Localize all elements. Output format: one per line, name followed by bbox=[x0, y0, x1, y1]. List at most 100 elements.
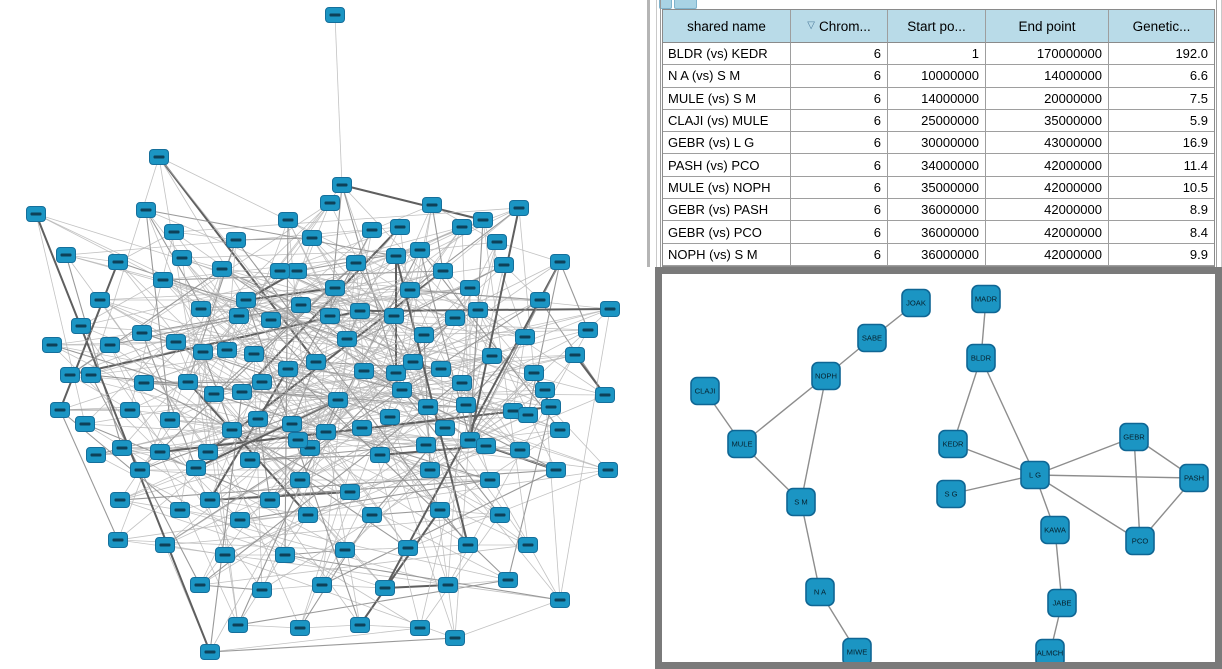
cell-chromosome[interactable]: 6 bbox=[791, 87, 888, 110]
network-node[interactable] bbox=[452, 375, 472, 391]
table-row[interactable]: MULE (vs) S M 6 14000000 20000000 7.5 bbox=[663, 87, 1214, 110]
network-node[interactable] bbox=[236, 292, 256, 308]
network-node[interactable] bbox=[60, 367, 80, 383]
cell-start-position[interactable]: 36000000 bbox=[888, 243, 986, 266]
cell-shared-name[interactable]: GEBR (vs) L G bbox=[663, 132, 791, 155]
network-node[interactable] bbox=[598, 462, 618, 478]
network-node[interactable] bbox=[240, 452, 260, 468]
cell-end-point[interactable]: 42000000 bbox=[986, 176, 1109, 200]
network-node-l-g[interactable]: L G bbox=[1020, 460, 1050, 490]
network-node[interactable] bbox=[565, 347, 585, 363]
table-row[interactable]: NOPH (vs) S M 6 36000000 42000000 9.9 bbox=[663, 243, 1214, 266]
network-node[interactable] bbox=[414, 327, 434, 343]
cell-genetic-distance[interactable]: 9.9 bbox=[1109, 244, 1214, 266]
column-header-chrom[interactable]: ▽ Chrom... bbox=[791, 10, 888, 43]
cell-end-point[interactable]: 42000000 bbox=[986, 243, 1109, 266]
network-node[interactable] bbox=[200, 492, 220, 508]
column-header-start-po[interactable]: Start po... bbox=[888, 10, 986, 43]
network-node[interactable] bbox=[535, 382, 555, 398]
network-node[interactable] bbox=[346, 255, 366, 271]
network-node[interactable] bbox=[178, 374, 198, 390]
cell-end-point[interactable]: 170000000 bbox=[986, 43, 1109, 66]
network-node[interactable] bbox=[275, 547, 295, 563]
network-node[interactable] bbox=[595, 387, 615, 403]
cell-end-point[interactable]: 20000000 bbox=[986, 87, 1109, 110]
network-node[interactable] bbox=[100, 337, 120, 353]
cell-shared-name[interactable]: N A (vs) S M bbox=[663, 65, 791, 88]
cell-chromosome[interactable]: 6 bbox=[791, 65, 888, 88]
table-row[interactable]: GEBR (vs) L G 6 30000000 43000000 16.9 bbox=[663, 132, 1214, 155]
network-node[interactable] bbox=[56, 247, 76, 263]
network-node[interactable] bbox=[390, 219, 410, 235]
network-node[interactable] bbox=[248, 411, 268, 427]
network-node-claji[interactable]: CLAJI bbox=[690, 376, 720, 406]
cell-chromosome[interactable]: 6 bbox=[791, 132, 888, 155]
network-node[interactable] bbox=[108, 532, 128, 548]
network-node[interactable] bbox=[212, 261, 232, 277]
network-node[interactable] bbox=[445, 310, 465, 326]
network-node[interactable] bbox=[350, 303, 370, 319]
network-node-n-a[interactable]: N A bbox=[805, 577, 835, 607]
network-node[interactable] bbox=[375, 580, 395, 596]
network-node[interactable] bbox=[229, 308, 249, 324]
cell-start-position[interactable]: 36000000 bbox=[888, 199, 986, 222]
network-node[interactable] bbox=[600, 301, 620, 317]
network-node[interactable] bbox=[153, 272, 173, 288]
network-node-s-g[interactable]: S G bbox=[936, 479, 966, 509]
network-node[interactable] bbox=[420, 462, 440, 478]
cell-genetic-distance[interactable]: 192.0 bbox=[1109, 43, 1214, 66]
network-node-sabe[interactable]: SABE bbox=[857, 323, 887, 353]
network-node[interactable] bbox=[290, 620, 310, 636]
network-node[interactable] bbox=[400, 282, 420, 298]
network-node-pco[interactable]: PCO bbox=[1125, 526, 1155, 556]
network-node[interactable] bbox=[487, 234, 507, 250]
network-node[interactable] bbox=[278, 361, 298, 377]
network-node[interactable] bbox=[332, 177, 352, 193]
network-node[interactable] bbox=[445, 630, 465, 646]
cell-chromosome[interactable]: 6 bbox=[791, 243, 888, 266]
network-node[interactable] bbox=[438, 577, 458, 593]
cell-shared-name[interactable]: NOPH (vs) S M bbox=[663, 243, 791, 266]
cell-start-position[interactable]: 30000000 bbox=[888, 132, 986, 155]
network-node[interactable] bbox=[460, 280, 480, 296]
network-node-miwe[interactable]: MIWE bbox=[842, 637, 872, 663]
network-node[interactable] bbox=[550, 254, 570, 270]
column-header-shared-name[interactable]: shared name bbox=[663, 10, 791, 43]
network-node[interactable] bbox=[530, 292, 550, 308]
cell-chromosome[interactable]: 6 bbox=[791, 199, 888, 222]
network-node[interactable] bbox=[410, 242, 430, 258]
network-node[interactable] bbox=[515, 329, 535, 345]
cell-end-point[interactable]: 42000000 bbox=[986, 154, 1109, 177]
filter-icon[interactable]: ▽ bbox=[807, 19, 815, 31]
network-node[interactable] bbox=[71, 318, 91, 334]
network-node[interactable] bbox=[320, 195, 340, 211]
network-node[interactable] bbox=[244, 346, 264, 362]
network-node[interactable] bbox=[550, 592, 570, 608]
network-node[interactable] bbox=[362, 507, 382, 523]
cell-shared-name[interactable]: CLAJI (vs) MULE bbox=[663, 109, 791, 133]
network-node[interactable] bbox=[430, 502, 450, 518]
network-node[interactable] bbox=[42, 337, 62, 353]
cell-shared-name[interactable]: MULE (vs) NOPH bbox=[663, 176, 791, 200]
cell-start-position[interactable]: 36000000 bbox=[888, 221, 986, 244]
network-node[interactable] bbox=[90, 292, 110, 308]
network-node[interactable] bbox=[261, 312, 281, 328]
cell-genetic-distance[interactable]: 5.9 bbox=[1109, 110, 1214, 133]
network-node[interactable] bbox=[232, 384, 252, 400]
network-node[interactable] bbox=[328, 392, 348, 408]
cell-end-point[interactable]: 14000000 bbox=[986, 65, 1109, 88]
network-node[interactable] bbox=[384, 308, 404, 324]
network-node[interactable] bbox=[316, 424, 336, 440]
scrollbar-track-line[interactable] bbox=[1216, 0, 1217, 267]
table-row[interactable]: PASH (vs) PCO 6 34000000 42000000 11.4 bbox=[663, 154, 1214, 177]
table-row[interactable]: MULE (vs) NOPH 6 35000000 42000000 10.5 bbox=[663, 176, 1214, 200]
network-node-gebr[interactable]: GEBR bbox=[1119, 422, 1149, 452]
network-node[interactable] bbox=[186, 460, 206, 476]
network-node[interactable] bbox=[510, 442, 530, 458]
cell-end-point[interactable]: 35000000 bbox=[986, 109, 1109, 133]
network-node-bldr[interactable]: BLDR bbox=[966, 343, 996, 373]
detail-network-canvas[interactable]: JOAK MADR SABE NOPH BLDR CLAJI MULE KEDR GEBR L G… bbox=[662, 274, 1215, 662]
network-node[interactable] bbox=[217, 342, 237, 358]
network-node[interactable] bbox=[335, 542, 355, 558]
cell-genetic-distance[interactable]: 10.5 bbox=[1109, 177, 1214, 200]
